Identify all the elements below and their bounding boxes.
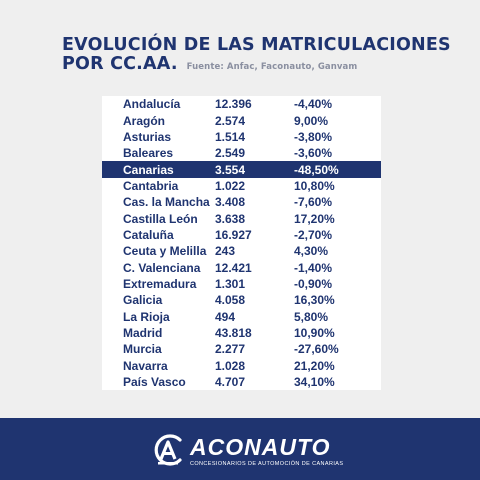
count-cell: 4.707 (215, 375, 246, 390)
page-title: EVOLUCIÓN DE LAS MATRICULACIONES POR CC.… (62, 36, 451, 77)
table-row: Cataluña 16.927 -2,70% (102, 227, 381, 243)
count-cell: 12.421 (215, 260, 252, 275)
table-row: País Vasco 4.707 34,10% (102, 374, 381, 390)
registrations-table: Andalucía 12.396 -4,40% Aragón 2.574 9,00% Ast… (102, 96, 381, 391)
region-cell: Baleares (123, 146, 174, 161)
count-cell: 16.927 (215, 227, 252, 242)
table-row: Madrid 43.818 10,90% (102, 325, 381, 341)
region-cell: Ceuta y Melilla (123, 244, 207, 259)
count-cell: 12.396 (215, 97, 252, 112)
table-row: Castilla León 3.638 17,20% (102, 210, 381, 226)
change-cell: -27,60% (294, 342, 339, 357)
table-row: Galicia 4.058 16,30% (102, 292, 381, 308)
table-row: Navarra 1.028 21,20% (102, 358, 381, 374)
region-cell: Extremadura (123, 276, 197, 291)
change-cell: 21,20% (294, 358, 335, 373)
change-cell: -2,70% (294, 227, 333, 242)
table-row: Baleares 2.549 -3,60% (102, 145, 381, 161)
region-cell: Cantabria (123, 178, 179, 193)
table-row: Murcia 2.277 -27,60% (102, 341, 381, 357)
count-cell: 2.549 (215, 146, 246, 161)
change-cell: 16,30% (294, 293, 335, 308)
change-cell: -7,60% (294, 195, 333, 210)
count-cell: 4.058 (215, 293, 246, 308)
region-cell: Navarra (123, 358, 168, 373)
source-note: Fuente: Anfac, Faconauto, Ganvam (186, 62, 358, 72)
aconauto-logo-icon (154, 434, 182, 466)
region-cell: La Rioja (123, 309, 170, 324)
title-line-2: POR CC.AA. (62, 54, 178, 74)
region-cell: Cas. la Mancha (123, 195, 210, 210)
table-row-highlighted: Canarias 3.554 -48,50% (102, 161, 381, 178)
change-cell: -3,80% (294, 129, 333, 144)
table-row: Extremadura 1.301 -0,90% (102, 276, 381, 292)
count-cell: 243 (215, 244, 236, 259)
region-cell: Castilla León (123, 211, 198, 226)
count-cell: 494 (215, 309, 236, 324)
change-cell: 4,30% (294, 244, 329, 259)
change-cell: -0,90% (294, 276, 333, 291)
table-row: C. Valenciana 12.421 -1,40% (102, 259, 381, 275)
change-cell: -48,50% (294, 162, 339, 177)
count-cell: 1.022 (215, 178, 246, 193)
count-cell: 1.301 (215, 276, 246, 291)
table-row: Ceuta y Melilla 243 4,30% (102, 243, 381, 259)
title-line-1: EVOLUCIÓN DE LAS MATRICULACIONES (62, 35, 451, 55)
change-cell: 10,90% (294, 325, 335, 340)
table-row: Aragón 2.574 9,00% (102, 112, 381, 128)
change-cell: 34,10% (294, 375, 335, 390)
region-cell: Canarias (123, 162, 174, 177)
count-cell: 2.574 (215, 113, 246, 128)
region-cell: Galicia (123, 293, 163, 308)
change-cell: 17,20% (294, 211, 335, 226)
change-cell: -1,40% (294, 260, 333, 275)
change-cell: -4,40% (294, 97, 333, 112)
footer-banner: ACONAUTO CONCESIONARIOS DE AUTOMOCIÓN DE… (0, 418, 480, 480)
count-cell: 2.277 (215, 342, 246, 357)
count-cell: 1.514 (215, 129, 246, 144)
count-cell: 3.408 (215, 195, 246, 210)
count-cell: 43.818 (215, 325, 252, 340)
logo-tagline: CONCESIONARIOS DE AUTOMOCIÓN DE CANARIAS (190, 461, 344, 467)
region-cell: Murcia (123, 342, 162, 357)
change-cell: 10,80% (294, 178, 335, 193)
region-cell: Asturias (123, 129, 172, 144)
table-row: Cantabria 1.022 10,80% (102, 178, 381, 194)
change-cell: 5,80% (294, 309, 329, 324)
region-cell: País Vasco (123, 375, 186, 390)
count-cell: 3.554 (215, 162, 246, 177)
count-cell: 3.638 (215, 211, 246, 226)
region-cell: C. Valenciana (123, 260, 201, 275)
region-cell: Andalucía (123, 97, 181, 112)
logo-name: ACONAUTO (190, 434, 331, 460)
table-row: La Rioja 494 5,80% (102, 308, 381, 324)
table-row: Asturias 1.514 -3,80% (102, 129, 381, 145)
table-row: Cas. la Mancha 3.408 -7,60% (102, 194, 381, 210)
region-cell: Madrid (123, 325, 163, 340)
region-cell: Aragón (123, 113, 165, 128)
count-cell: 1.028 (215, 358, 246, 373)
region-cell: Cataluña (123, 227, 174, 242)
change-cell: 9,00% (294, 113, 329, 128)
table-row: Andalucía 12.396 -4,40% (102, 96, 381, 112)
change-cell: -3,60% (294, 146, 333, 161)
